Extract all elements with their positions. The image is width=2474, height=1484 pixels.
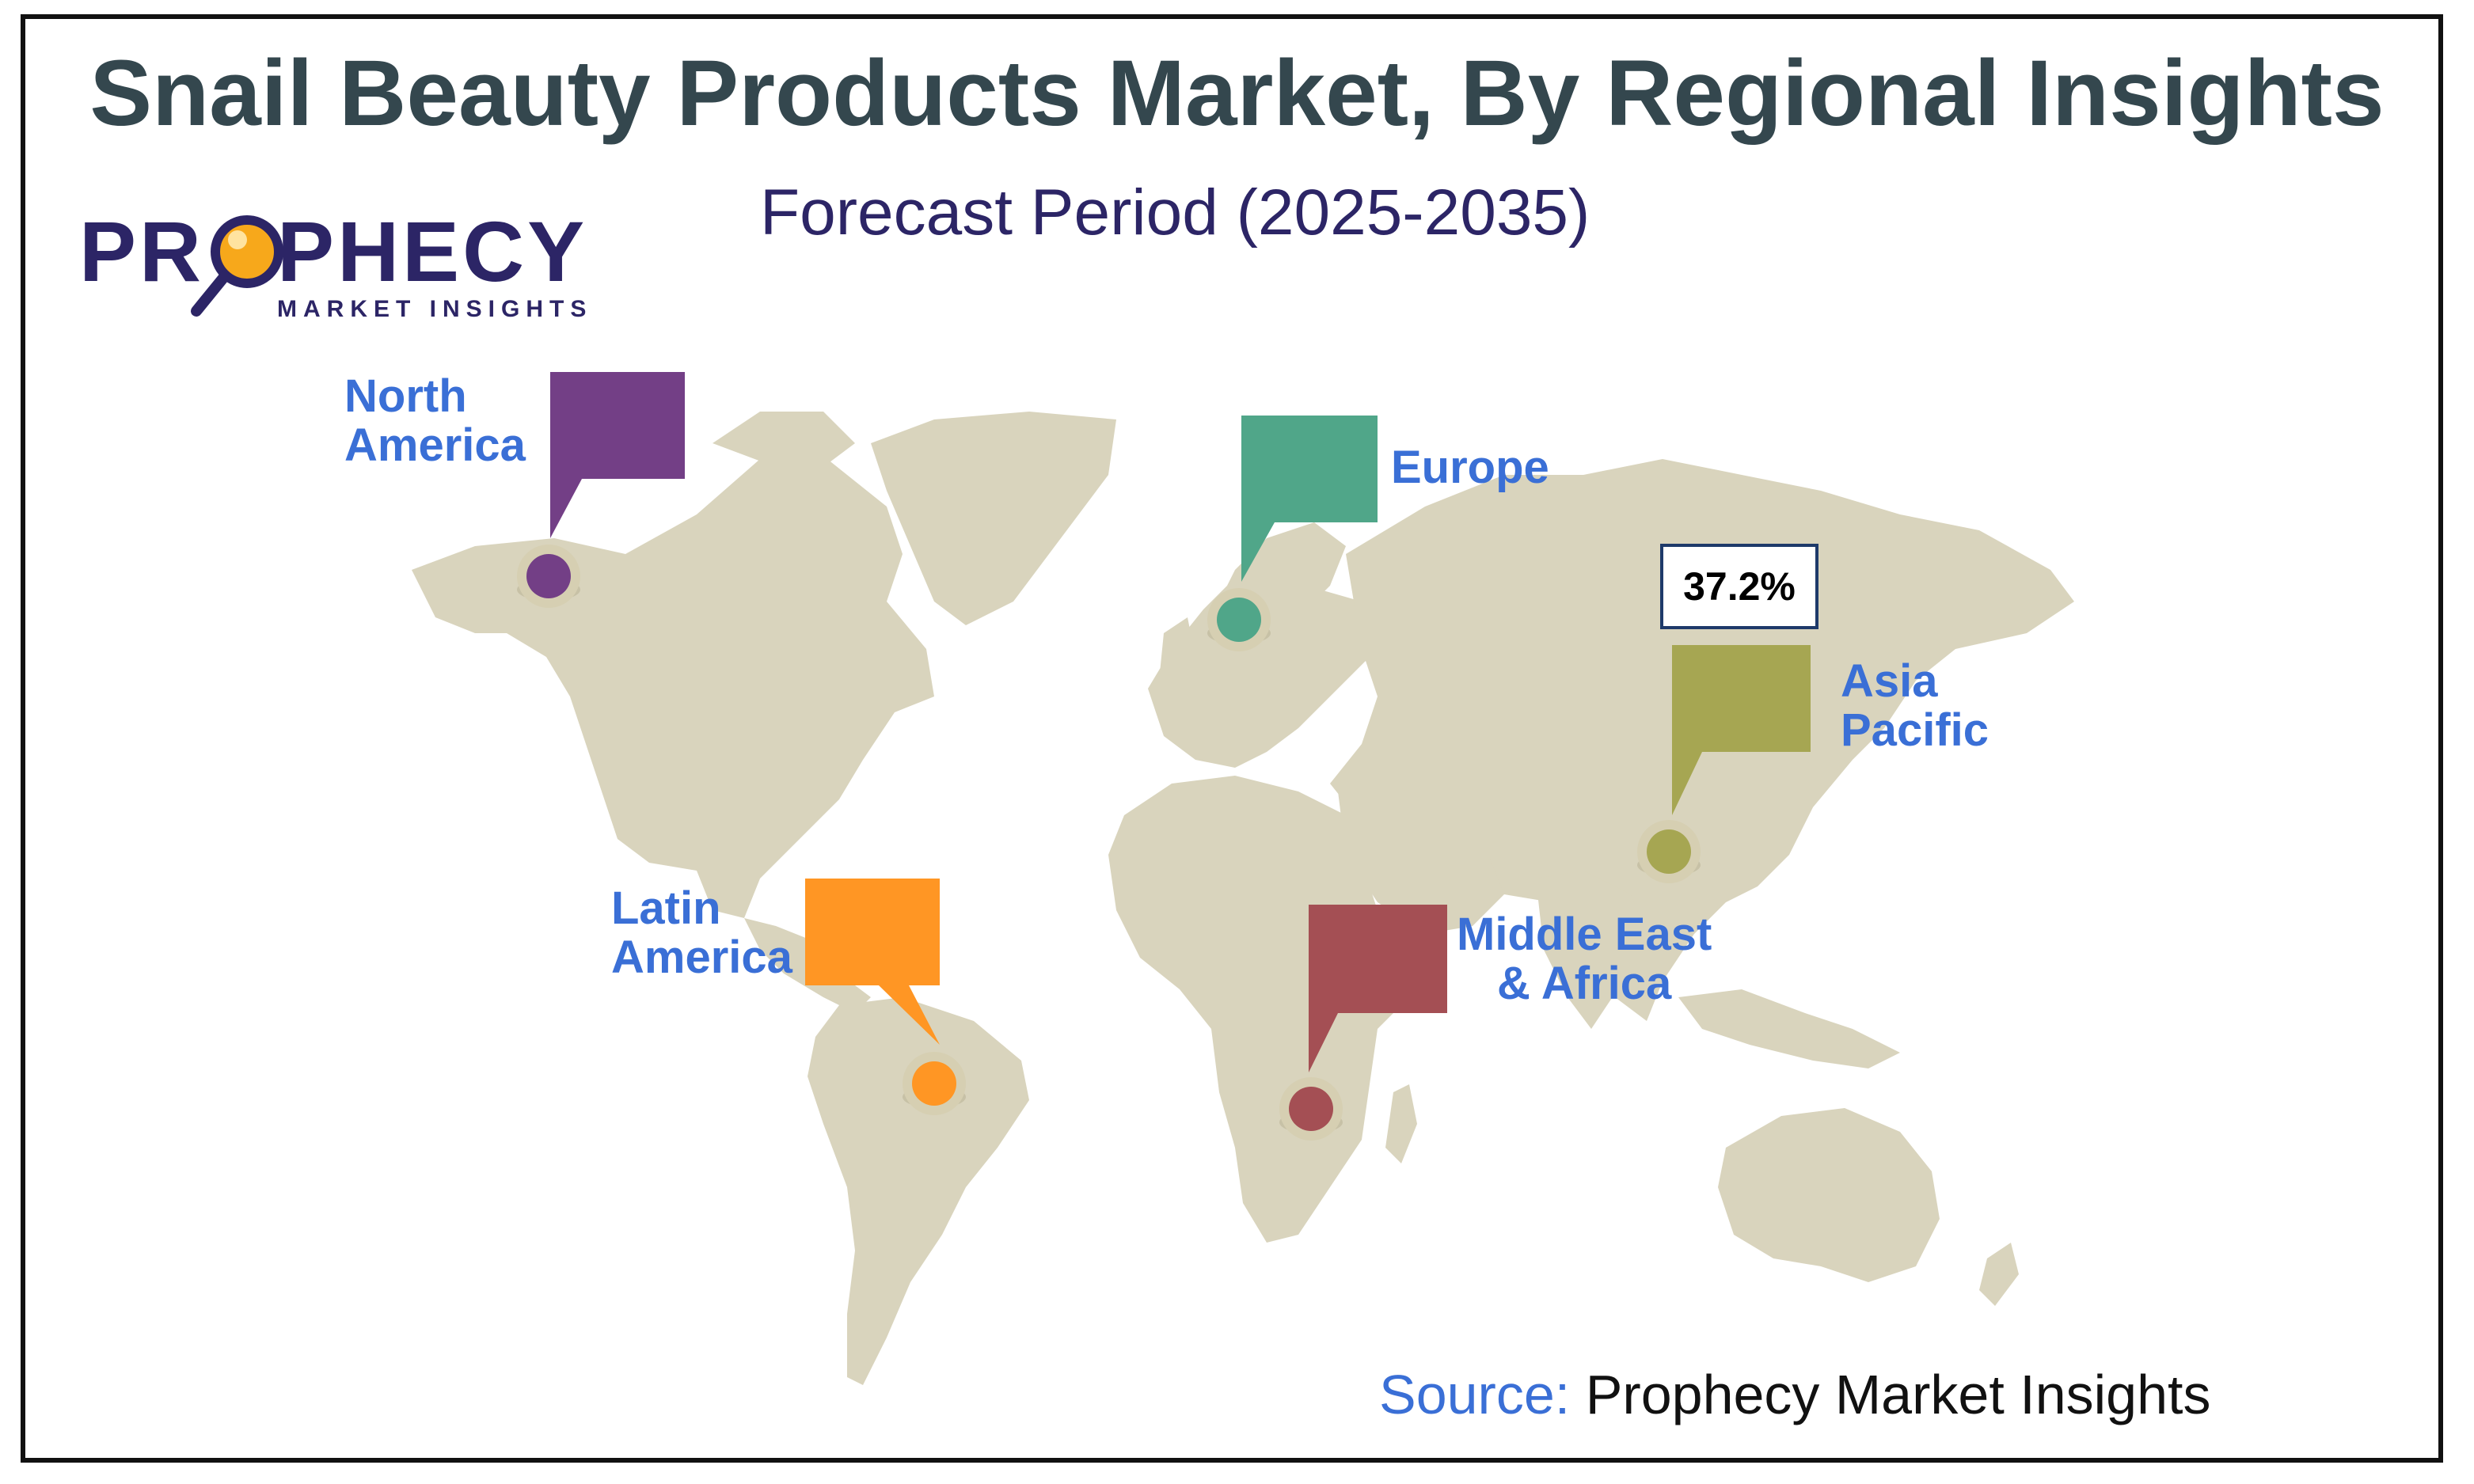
asia-pacific-value-box: 37.2%	[1660, 544, 1818, 629]
prophecy-logo: PR PHECY MARKET INSIGHTS	[79, 204, 618, 331]
land-madagascar	[1385, 1084, 1417, 1163]
label-north-america-line1: North	[344, 370, 467, 422]
logo-tagline: MARKET INSIGHTS	[277, 296, 593, 322]
label-asia-pacific-line2: Pacific	[1841, 704, 1989, 756]
label-europe-line1: Europe	[1391, 442, 1549, 493]
callout-latin-america	[805, 879, 940, 1045]
source-line: Source: Prophecy Market Insights	[1379, 1363, 2211, 1426]
land-south-america	[808, 997, 1029, 1385]
callout-asia-pacific	[1672, 645, 1811, 815]
label-latin-america: Latin America	[611, 884, 792, 982]
label-north-america-line2: America	[344, 419, 526, 471]
land-india	[1536, 871, 1647, 1029]
callout-middle-east-africa	[1309, 905, 1447, 1072]
label-asia-pacific: Asia Pacific	[1841, 657, 1989, 755]
source-label: Source:	[1379, 1364, 1571, 1425]
source-value: Prophecy Market Insights	[1585, 1364, 2211, 1425]
logo-magnifier-icon	[191, 215, 283, 317]
marker-latin-america	[805, 879, 966, 1115]
marker-middle-east-africa	[1279, 905, 1447, 1141]
land-uk	[1160, 617, 1195, 681]
logo-prefix: PR	[79, 203, 205, 299]
label-europe: Europe	[1391, 443, 1549, 492]
land-new-zealand	[1979, 1243, 2019, 1306]
logo-suffix: PHECY	[277, 203, 588, 299]
land-japan	[1805, 681, 1860, 791]
land-greenland	[871, 412, 1116, 625]
label-north-america: North America	[344, 372, 526, 470]
page-title: Snail Beauty Products Market, By Regiona…	[89, 41, 2385, 146]
page-subtitle: Forecast Period (2025-2035)	[760, 176, 1590, 249]
outer-frame	[21, 14, 2443, 1463]
land-middle-east	[1338, 784, 1504, 934]
marker-europe	[1207, 416, 1378, 651]
label-latin-america-line2: America	[611, 932, 792, 983]
land-australia	[1718, 1108, 1940, 1282]
land-southeast-asia	[1678, 989, 1900, 1068]
label-asia-pacific-line1: Asia	[1841, 655, 1938, 707]
label-middle-east-africa: Middle East & Africa	[1457, 910, 1712, 1008]
label-middle-east-africa-line1: Middle East	[1457, 909, 1712, 960]
marker-asia-pacific	[1637, 645, 1811, 883]
logo-wordmark: PR PHECY	[79, 204, 587, 299]
callout-europe	[1241, 416, 1378, 582]
callout-north-america	[550, 372, 685, 538]
land-north-america	[412, 443, 934, 918]
marker-north-america	[517, 372, 685, 608]
label-middle-east-africa-line2: & Africa	[1497, 958, 1672, 1009]
label-latin-america-line1: Latin	[611, 882, 721, 934]
land-arctic-islands	[713, 412, 855, 467]
